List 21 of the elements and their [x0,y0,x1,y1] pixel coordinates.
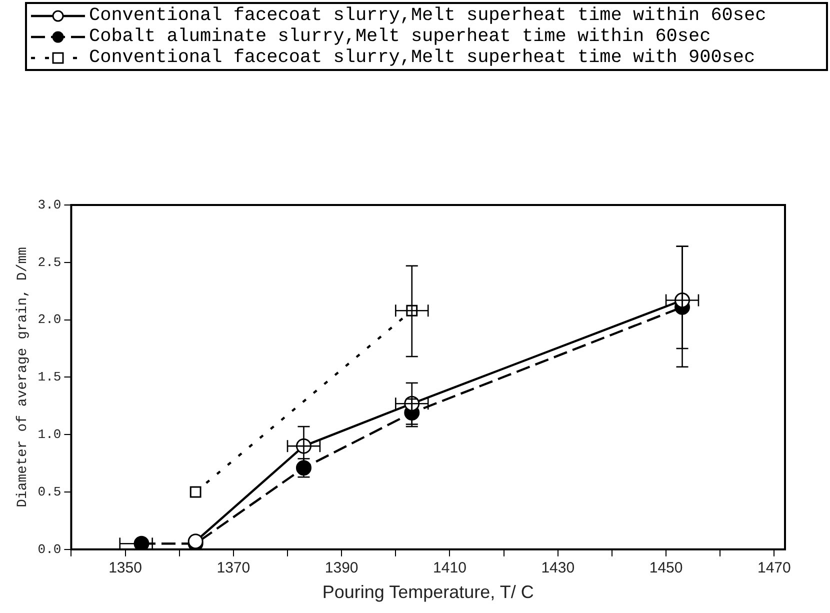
legend-label: Conventional facecoat slurry,Melt superheat time within 60sec [89,5,766,26]
y-tick-label: 1.5 [38,370,62,385]
x-tick-label: 1350 [108,560,142,577]
y-tick-label: 1.0 [38,427,62,442]
x-tick-label: 1370 [216,560,250,577]
y-tick-label: 2.0 [38,312,62,328]
y-tick-label: 0.0 [38,542,62,557]
x-axis-title: Pouring Temperature, T/ C [322,582,534,602]
y-tick-label: 0.5 [38,484,62,500]
point [190,486,202,498]
x-tick-label: 1410 [433,560,466,577]
x-tick-label: 1430 [541,560,575,577]
y-tick-label: 3.0 [38,197,62,212]
y-axis-title: Diameter of average grain, D/mm [15,246,32,508]
y-tick-label: 2.5 [38,254,62,270]
point [134,536,150,550]
x-tick-label: 1470 [757,560,791,577]
x-tick-label: 1390 [324,560,358,577]
legend-label: Cobalt aluminate slurry,Melt superheat time within 60sec [89,26,711,47]
x-tick-label: 1450 [649,560,683,577]
legend-label: Conventional facecoat slurry,Melt superheat time with 900sec [89,47,756,68]
